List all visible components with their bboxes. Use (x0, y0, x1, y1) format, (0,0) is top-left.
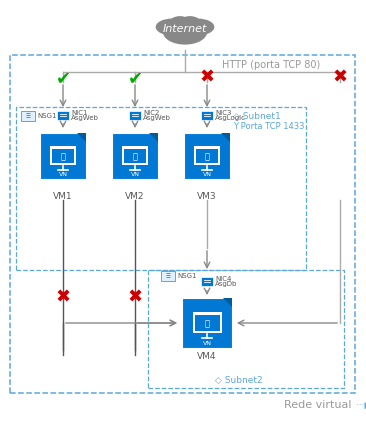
Text: ✖: ✖ (55, 289, 71, 307)
Polygon shape (149, 133, 158, 142)
Ellipse shape (182, 19, 214, 36)
Polygon shape (77, 133, 86, 142)
Text: NIC3: NIC3 (215, 110, 232, 115)
FancyBboxPatch shape (182, 298, 232, 348)
Bar (16, 107, 306, 270)
Text: ◇ Subnet1: ◇ Subnet1 (233, 112, 281, 121)
FancyBboxPatch shape (194, 315, 220, 331)
Text: Rede virtual: Rede virtual (284, 400, 352, 410)
Ellipse shape (168, 17, 202, 31)
Text: AsgLogic: AsgLogic (215, 115, 246, 121)
Bar (10, 55, 355, 393)
Text: ✖: ✖ (332, 69, 348, 87)
Ellipse shape (156, 19, 188, 36)
Text: HTTP (porta TCP 80): HTTP (porta TCP 80) (222, 60, 320, 70)
Text: NIC2: NIC2 (143, 110, 159, 115)
FancyBboxPatch shape (52, 149, 74, 163)
Text: Internet: Internet (163, 24, 207, 34)
Ellipse shape (163, 19, 207, 44)
Text: ✔: ✔ (127, 69, 143, 87)
Polygon shape (221, 133, 230, 142)
Text: VM4: VM4 (197, 352, 217, 360)
Text: VM3: VM3 (197, 192, 217, 201)
Text: VM2: VM2 (125, 192, 145, 201)
Text: NSG1: NSG1 (177, 273, 197, 279)
FancyBboxPatch shape (129, 110, 141, 120)
Polygon shape (223, 298, 232, 307)
Text: ☰: ☰ (26, 113, 30, 118)
FancyBboxPatch shape (112, 133, 158, 179)
Text: ☰: ☰ (165, 274, 171, 278)
Ellipse shape (170, 16, 190, 28)
Text: VN: VN (202, 171, 212, 176)
FancyBboxPatch shape (57, 110, 69, 120)
Text: VN: VN (131, 171, 139, 176)
Text: AsgWeb: AsgWeb (71, 115, 99, 121)
Text: AsgDb: AsgDb (215, 280, 238, 286)
FancyBboxPatch shape (50, 146, 76, 165)
FancyBboxPatch shape (194, 146, 220, 165)
Text: VN: VN (59, 171, 67, 176)
Text: ✖: ✖ (199, 69, 214, 87)
Text: ✖: ✖ (127, 289, 143, 307)
FancyBboxPatch shape (184, 133, 230, 179)
Text: Y Porta TCP 1433: Y Porta TCP 1433 (233, 122, 305, 131)
FancyBboxPatch shape (193, 312, 221, 333)
Text: ⬛: ⬛ (205, 319, 209, 328)
Text: AsgWeb: AsgWeb (143, 115, 171, 121)
Text: VM1: VM1 (53, 192, 73, 201)
Text: ◇ Subnet2: ◇ Subnet2 (215, 376, 263, 385)
FancyBboxPatch shape (201, 277, 213, 286)
Text: NIC4: NIC4 (215, 275, 231, 281)
FancyBboxPatch shape (122, 146, 148, 165)
Text: ⬛: ⬛ (60, 152, 66, 161)
FancyBboxPatch shape (196, 149, 219, 163)
Text: VN: VN (202, 341, 212, 346)
Text: ✔: ✔ (55, 69, 71, 87)
FancyBboxPatch shape (124, 149, 146, 163)
FancyBboxPatch shape (21, 111, 35, 121)
Text: ⬛: ⬛ (132, 152, 138, 161)
Text: ···▶: ···▶ (353, 401, 366, 409)
Bar (148, 270, 344, 388)
FancyBboxPatch shape (201, 110, 213, 120)
Ellipse shape (180, 16, 200, 28)
FancyBboxPatch shape (40, 133, 86, 179)
FancyBboxPatch shape (161, 271, 175, 281)
Text: NIC1: NIC1 (71, 110, 87, 115)
Text: ⬛: ⬛ (205, 152, 209, 161)
Text: NSG1: NSG1 (37, 113, 56, 119)
